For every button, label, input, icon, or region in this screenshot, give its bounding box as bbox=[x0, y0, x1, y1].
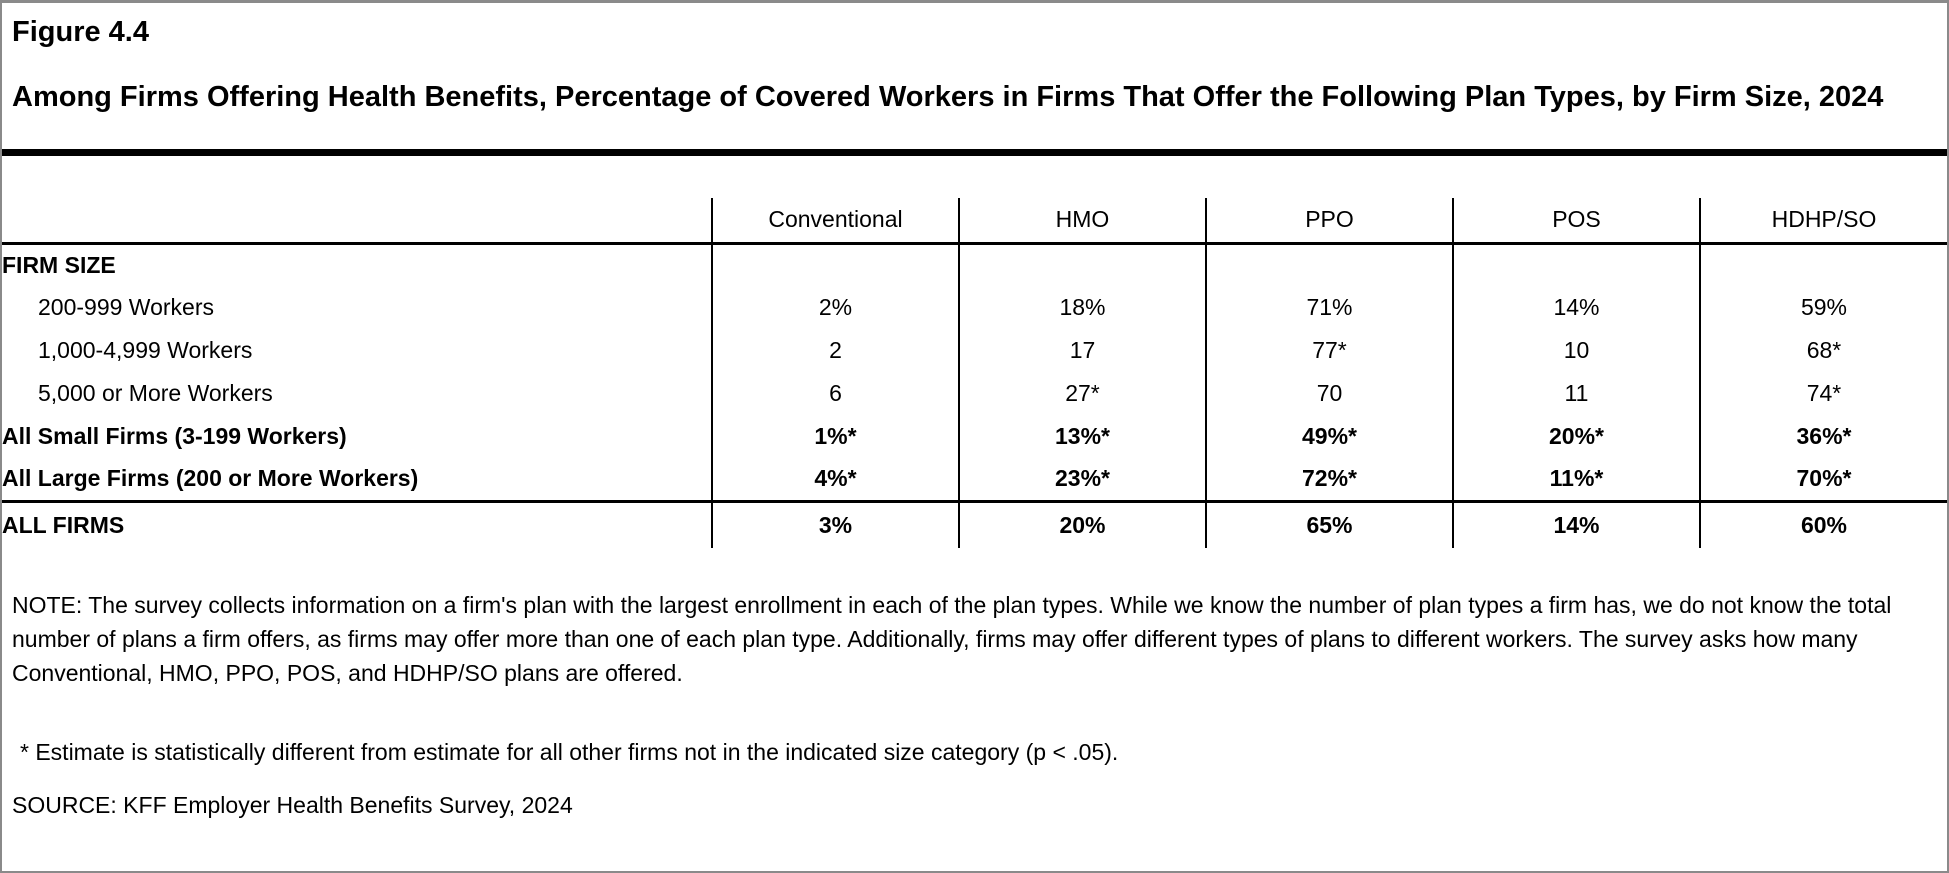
row-label: 200-999 Workers bbox=[38, 294, 214, 320]
table-row-firm-size: FIRM SIZE bbox=[2, 243, 1947, 286]
data-cell: 3% bbox=[711, 499, 959, 548]
source-text: SOURCE: KFF Employer Health Benefits Sur… bbox=[12, 792, 573, 818]
column-header-pos: POS bbox=[1452, 198, 1700, 245]
table-row-5000-or-more: 5,000 or More Workers 6 27* 70 11 74* bbox=[2, 372, 1947, 415]
column-header-ppo: PPO bbox=[1205, 198, 1453, 245]
data-cell: 4%* bbox=[711, 458, 959, 501]
row-label: All Small Firms (3-199 Workers) bbox=[2, 423, 347, 449]
data-cell: 72%* bbox=[1205, 458, 1453, 501]
table-row-all-large-firms: All Large Firms (200 or More Workers) 4%… bbox=[2, 458, 1947, 501]
figure-number: Figure 4.4 bbox=[12, 16, 149, 48]
row-label: ALL FIRMS bbox=[2, 499, 712, 548]
data-cell: 10 bbox=[1452, 329, 1700, 372]
data-cell: 60% bbox=[1699, 499, 1947, 548]
data-cell: 77* bbox=[1205, 329, 1453, 372]
data-cell: 11 bbox=[1452, 372, 1700, 415]
data-cell: 59% bbox=[1699, 286, 1947, 329]
column-header-hmo: HMO bbox=[958, 198, 1206, 245]
empty-cell bbox=[1699, 243, 1947, 286]
column-header-hdhpso: HDHP/SO bbox=[1699, 198, 1947, 245]
data-cell: 23%* bbox=[958, 458, 1206, 501]
table-row-all-firms: ALL FIRMS 3% 20% 65% 14% 60% bbox=[2, 499, 1947, 548]
plan-type-table: Conventional HMO PPO POS HDHP/SO FIRM SI… bbox=[2, 198, 1947, 548]
significance-note: * Estimate is statistically different fr… bbox=[20, 739, 1119, 765]
section-header-label: FIRM SIZE bbox=[2, 251, 116, 278]
note-text: NOTE: The survey collects information on… bbox=[12, 592, 1892, 686]
data-cell: 70%* bbox=[1699, 458, 1947, 501]
data-cell: 36%* bbox=[1699, 415, 1947, 458]
data-cell: 6 bbox=[711, 372, 959, 415]
data-cell: 2 bbox=[711, 329, 959, 372]
data-cell: 13%* bbox=[958, 415, 1206, 458]
data-cell: 18% bbox=[958, 286, 1206, 329]
table-row-1000-4999: 1,000-4,999 Workers 2 17 77* 10 68* bbox=[2, 329, 1947, 372]
figure-header: Figure 4.4 Among Firms Offering Health B… bbox=[2, 3, 1947, 120]
table-row-all-small-firms: All Small Firms (3-199 Workers) 1%* 13%*… bbox=[2, 415, 1947, 458]
data-cell: 11%* bbox=[1452, 458, 1700, 501]
data-cell: 14% bbox=[1452, 499, 1700, 548]
empty-cell bbox=[1205, 243, 1453, 286]
data-cell: 2% bbox=[711, 286, 959, 329]
row-label: 1,000-4,999 Workers bbox=[38, 337, 253, 363]
column-header-conventional: Conventional bbox=[711, 198, 959, 245]
table-header-row: Conventional HMO PPO POS HDHP/SO bbox=[2, 198, 1947, 245]
empty-cell bbox=[711, 243, 959, 286]
data-cell: 20%* bbox=[1452, 415, 1700, 458]
empty-cell bbox=[958, 243, 1206, 286]
footnotes-block: NOTE: The survey collects information on… bbox=[2, 588, 1947, 820]
data-cell: 1%* bbox=[711, 415, 959, 458]
data-cell: 70 bbox=[1205, 372, 1453, 415]
data-cell: 17 bbox=[958, 329, 1206, 372]
data-cell: 49%* bbox=[1205, 415, 1453, 458]
data-cell: 14% bbox=[1452, 286, 1700, 329]
figure-title: Among Firms Offering Health Benefits, Pe… bbox=[12, 81, 1884, 113]
table-row-200-999: 200-999 Workers 2% 18% 71% 14% 59% bbox=[2, 286, 1947, 329]
data-cell: 71% bbox=[1205, 286, 1453, 329]
data-cell: 65% bbox=[1205, 499, 1453, 548]
row-label: 5,000 or More Workers bbox=[38, 380, 273, 406]
row-label: All Large Firms (200 or More Workers) bbox=[2, 465, 419, 492]
empty-header-cell bbox=[2, 198, 712, 245]
data-cell: 27* bbox=[958, 372, 1206, 415]
data-cell: 74* bbox=[1699, 372, 1947, 415]
data-cell: 20% bbox=[958, 499, 1206, 548]
title-divider-rule bbox=[2, 149, 1947, 156]
empty-cell bbox=[1452, 243, 1700, 286]
data-cell: 68* bbox=[1699, 329, 1947, 372]
